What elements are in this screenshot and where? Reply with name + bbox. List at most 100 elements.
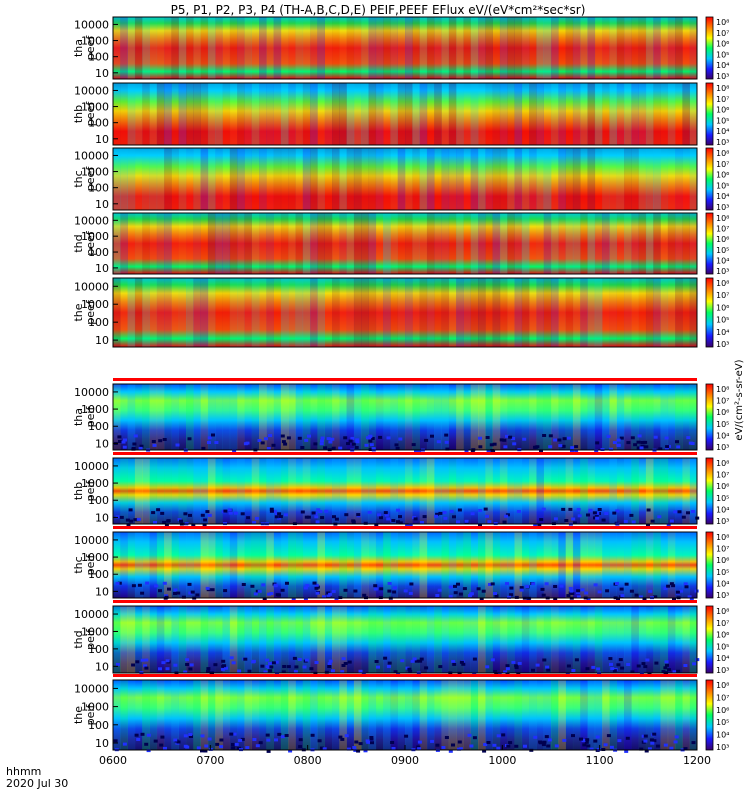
colorbar-tick-label: 10⁶ (716, 303, 729, 312)
spectrogram-column (346, 83, 355, 145)
noise-pixel (558, 444, 563, 448)
spectrogram-column (251, 458, 260, 524)
spectrogram-column (499, 17, 508, 79)
spectrogram-column (456, 532, 464, 598)
colorbar-tick-label: 10³ (716, 340, 729, 349)
noise-pixel (173, 663, 178, 667)
noise-pixel (505, 667, 510, 671)
noise-pixel (492, 743, 497, 747)
product-name: peef (84, 101, 97, 127)
spectrogram-column (536, 532, 544, 598)
fill-value-strip (113, 526, 697, 529)
spectrogram-column (222, 384, 231, 450)
noise-pixel (122, 445, 127, 449)
spectrogram-column (485, 148, 493, 210)
noise-pixel (629, 513, 634, 517)
spectrogram-column (361, 458, 369, 524)
panel-label: thepeef (72, 299, 97, 325)
spectrogram-column (207, 213, 216, 274)
spectrogram-column (383, 148, 391, 210)
noise-pixel (584, 591, 589, 595)
spectrogram-column (412, 458, 420, 524)
spectrogram-column (273, 17, 282, 79)
spectrogram-column (675, 384, 683, 450)
noise-pixel (188, 733, 193, 736)
y-tick-label: 10 (95, 660, 109, 673)
spectrogram-column (507, 680, 515, 750)
noise-pixel (367, 510, 372, 514)
noise-pixel (608, 657, 613, 661)
y-tick-label: 1000 (81, 551, 109, 564)
spectrogram-column (353, 278, 362, 347)
panel-frame (112, 147, 698, 211)
noise-pixel (681, 515, 686, 519)
noise-pixel (511, 437, 516, 440)
spectrogram-column (565, 17, 574, 79)
spectrogram-column (266, 278, 274, 347)
spectrogram-column (207, 458, 216, 524)
spectrogram-column (127, 606, 136, 673)
noise-pixel (324, 509, 329, 513)
spectrogram-column (543, 213, 552, 274)
spectrogram-column (229, 83, 238, 145)
spectrogram-column (317, 83, 325, 145)
spectrogram-column (113, 532, 121, 598)
y-tick-label: 100 (88, 643, 109, 656)
spectrogram-column (280, 606, 289, 673)
spectrogram-column (222, 680, 231, 750)
spectrogram-column (178, 17, 187, 79)
spectrogram-column (207, 680, 216, 750)
noise-pixel (356, 749, 361, 753)
spectrogram-column (368, 458, 377, 524)
panel-label: thcpeif (72, 554, 97, 576)
noise-pixel (669, 746, 674, 750)
noise-pixel (505, 664, 510, 668)
colorbar-tick-label: 10⁷ (716, 619, 729, 628)
colorbar-tick-label: 10⁵ (716, 568, 729, 577)
spectrogram-column (244, 606, 252, 673)
spectrogram-column (470, 83, 479, 145)
spectrogram-image (113, 148, 697, 210)
spectrogram-column (156, 384, 165, 450)
noise-pixel (206, 667, 211, 671)
spectrogram-column (529, 17, 537, 79)
spectrogram-column (397, 606, 406, 673)
noise-pixel (453, 584, 457, 588)
noise-pixel (350, 436, 355, 440)
spectrogram-column (689, 17, 698, 79)
colorbar-tick-label: 10⁸ (716, 214, 729, 223)
spectrogram-column (237, 148, 245, 210)
spectrogram-column (594, 458, 603, 524)
noise-pixel (665, 663, 669, 667)
spectrogram-column (689, 606, 698, 673)
noise-pixel (137, 583, 142, 587)
noise-pixel (266, 447, 271, 450)
spectrogram-column (551, 213, 559, 274)
noise-pixel (663, 743, 668, 747)
noise-pixel (564, 519, 569, 522)
spectrogram-column (587, 532, 596, 598)
noise-pixel (133, 434, 138, 438)
spectrogram-column (164, 384, 172, 450)
noise-pixel (211, 433, 215, 437)
noise-pixel (165, 667, 170, 671)
noise-pixel (596, 667, 601, 671)
spectrogram-column (478, 384, 486, 450)
spectrogram-column (361, 384, 369, 450)
noise-pixel (327, 665, 332, 668)
spectrogram-column (580, 83, 588, 145)
spectrogram-column (207, 606, 216, 673)
spectrogram-column (492, 83, 501, 145)
spectrogram-column (346, 213, 355, 274)
noise-pixel (683, 664, 688, 667)
noise-pixel (353, 589, 358, 593)
noise-pixel (314, 583, 319, 587)
spectrogram-column (280, 680, 289, 750)
noise-pixel (441, 746, 446, 749)
spectrogram-column (273, 278, 282, 347)
spectrogram-column (200, 532, 209, 598)
spectrogram-image (113, 278, 697, 347)
product-name: peef (84, 299, 97, 325)
noise-pixel (344, 734, 349, 738)
spectrogram-column (624, 680, 632, 750)
